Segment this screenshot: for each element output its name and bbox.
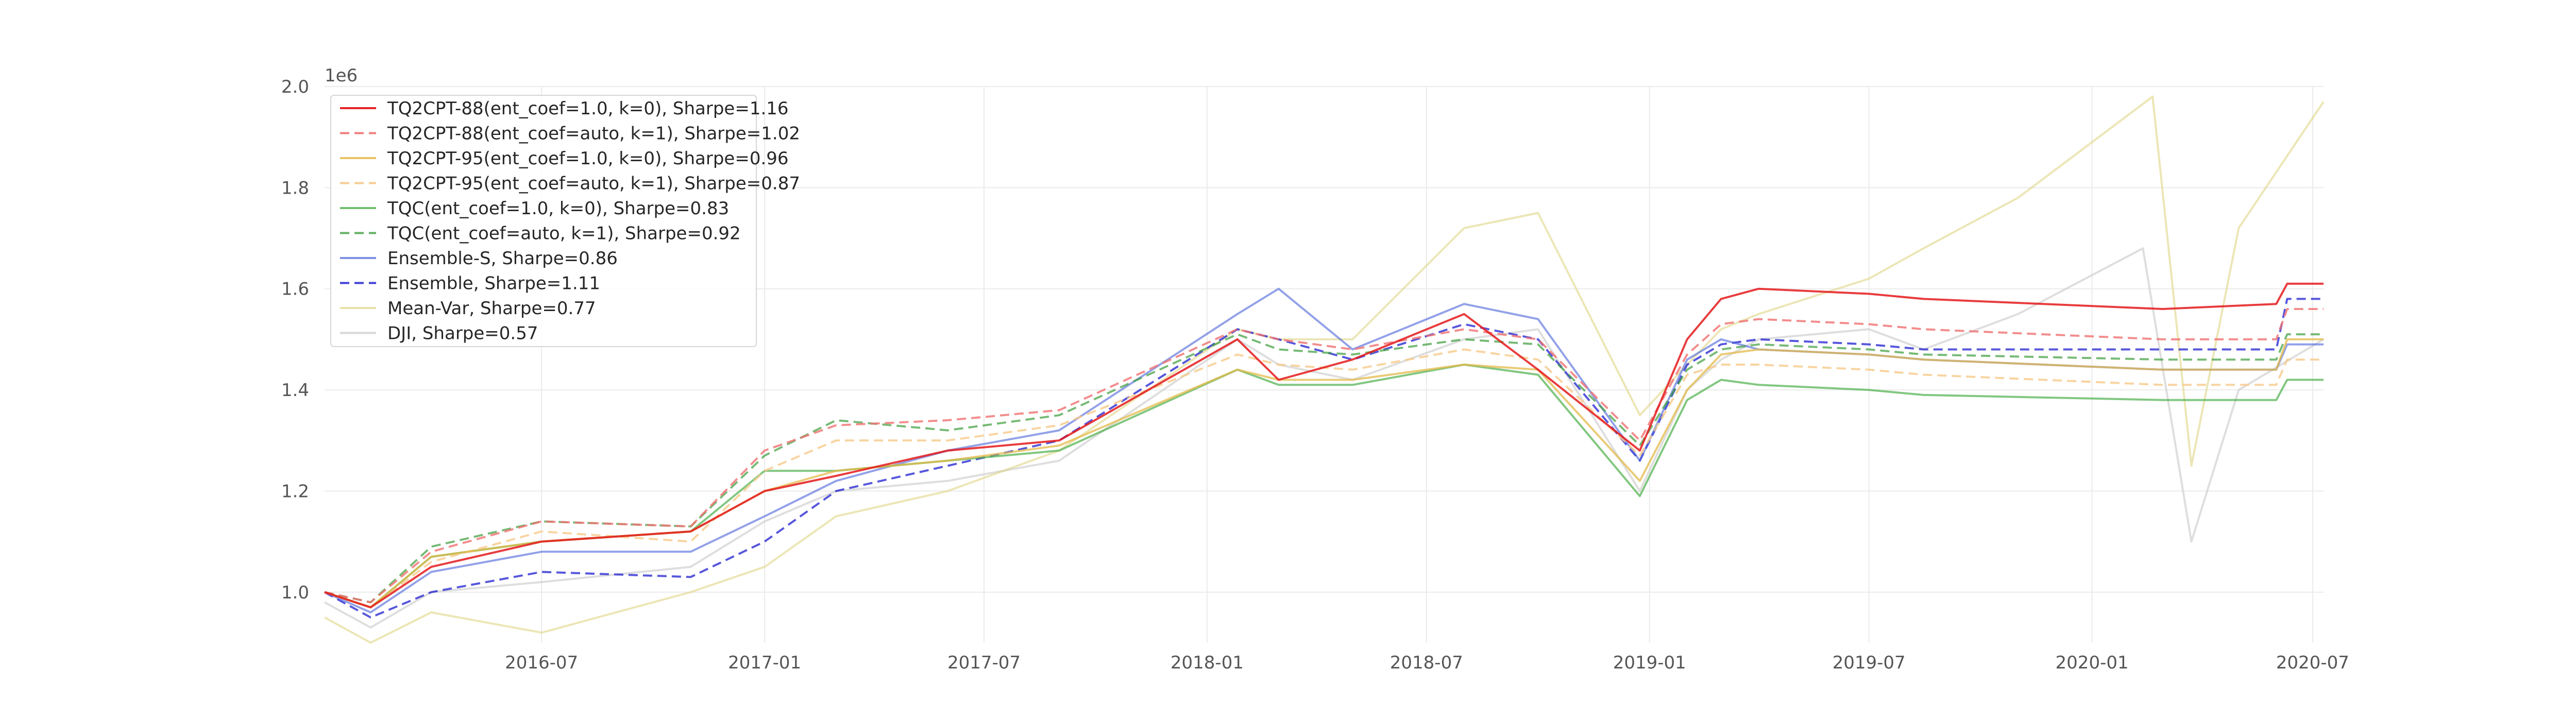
- legend-label-10: DJI, Sharpe=0.57: [387, 323, 538, 344]
- legend-label-1: TQ2CPT-88(ent_coef=1.0, k=0), Sharpe=1.1…: [387, 98, 789, 119]
- x-tick-label: 2018-07: [1390, 653, 1463, 673]
- series-line-5: [324, 364, 2324, 609]
- x-tick-label: 2020-07: [2276, 653, 2349, 673]
- y-tick-label: 1.4: [281, 380, 309, 401]
- x-tick-label: 2018-01: [1171, 653, 1244, 673]
- y-tick-label: 2.0: [281, 77, 309, 97]
- legend-label-6: TQC(ent_coef=auto, k=1), Sharpe=0.92: [387, 224, 741, 244]
- series-line-8: [324, 298, 2324, 619]
- x-tick-label: 2019-07: [1833, 653, 1906, 673]
- legend-label-9: Mean-Var, Sharpe=0.77: [387, 298, 596, 319]
- legend-label-4: TQ2CPT-95(ent_coef=auto, k=1), Sharpe=0.…: [387, 174, 800, 194]
- grid-lines: [325, 86, 2324, 643]
- series-line-9: [324, 95, 2325, 644]
- legend-label-2: TQ2CPT-88(ent_coef=auto, k=1), Sharpe=1.…: [387, 124, 800, 144]
- series-line-10: [324, 247, 2325, 629]
- legend-items: TQ2CPT-88(ent_coef=1.0, k=0), Sharpe=1.1…: [340, 98, 800, 344]
- y-tick-label: 1.8: [281, 178, 309, 198]
- x-tick-label: 2019-01: [1613, 653, 1686, 673]
- x-tick-label: 2017-01: [728, 653, 801, 673]
- legend-label-3: TQ2CPT-95(ent_coef=1.0, k=0), Sharpe=0.9…: [387, 148, 789, 169]
- x-tick-label: 2020-01: [2056, 653, 2129, 673]
- legend-label-8: Ensemble, Sharpe=1.11: [387, 273, 600, 294]
- series-line-4: [324, 348, 2324, 609]
- y-tick-label: 1.6: [281, 279, 309, 300]
- series-lines: [324, 95, 2325, 644]
- x-tick-label: 2017-07: [947, 653, 1021, 673]
- y-tick-label: 1.0: [281, 582, 309, 603]
- y-axis-scale-label: 1e6: [325, 65, 358, 86]
- series-line-2: [324, 308, 2324, 604]
- series-line-1: [324, 282, 2324, 609]
- x-tick-label: 2016-07: [505, 653, 578, 673]
- y-tick-label: 1.2: [281, 481, 309, 502]
- legend-frame: [330, 95, 757, 347]
- series-line-3: [324, 338, 2324, 609]
- axis-ticks: 1.0 1.2 1.4 1.6 1.8 2.0 2016-07 2017-01 2017-07 2…: [281, 77, 2349, 673]
- legend-label-7: Ensemble-S, Sharpe=0.86: [387, 248, 618, 269]
- legend-label-5: TQC(ent_coef=1.0, k=0), Sharpe=0.83: [387, 198, 729, 219]
- legend: TQ2CPT-88(ent_coef=1.0, k=0), Sharpe=1.1…: [330, 95, 800, 347]
